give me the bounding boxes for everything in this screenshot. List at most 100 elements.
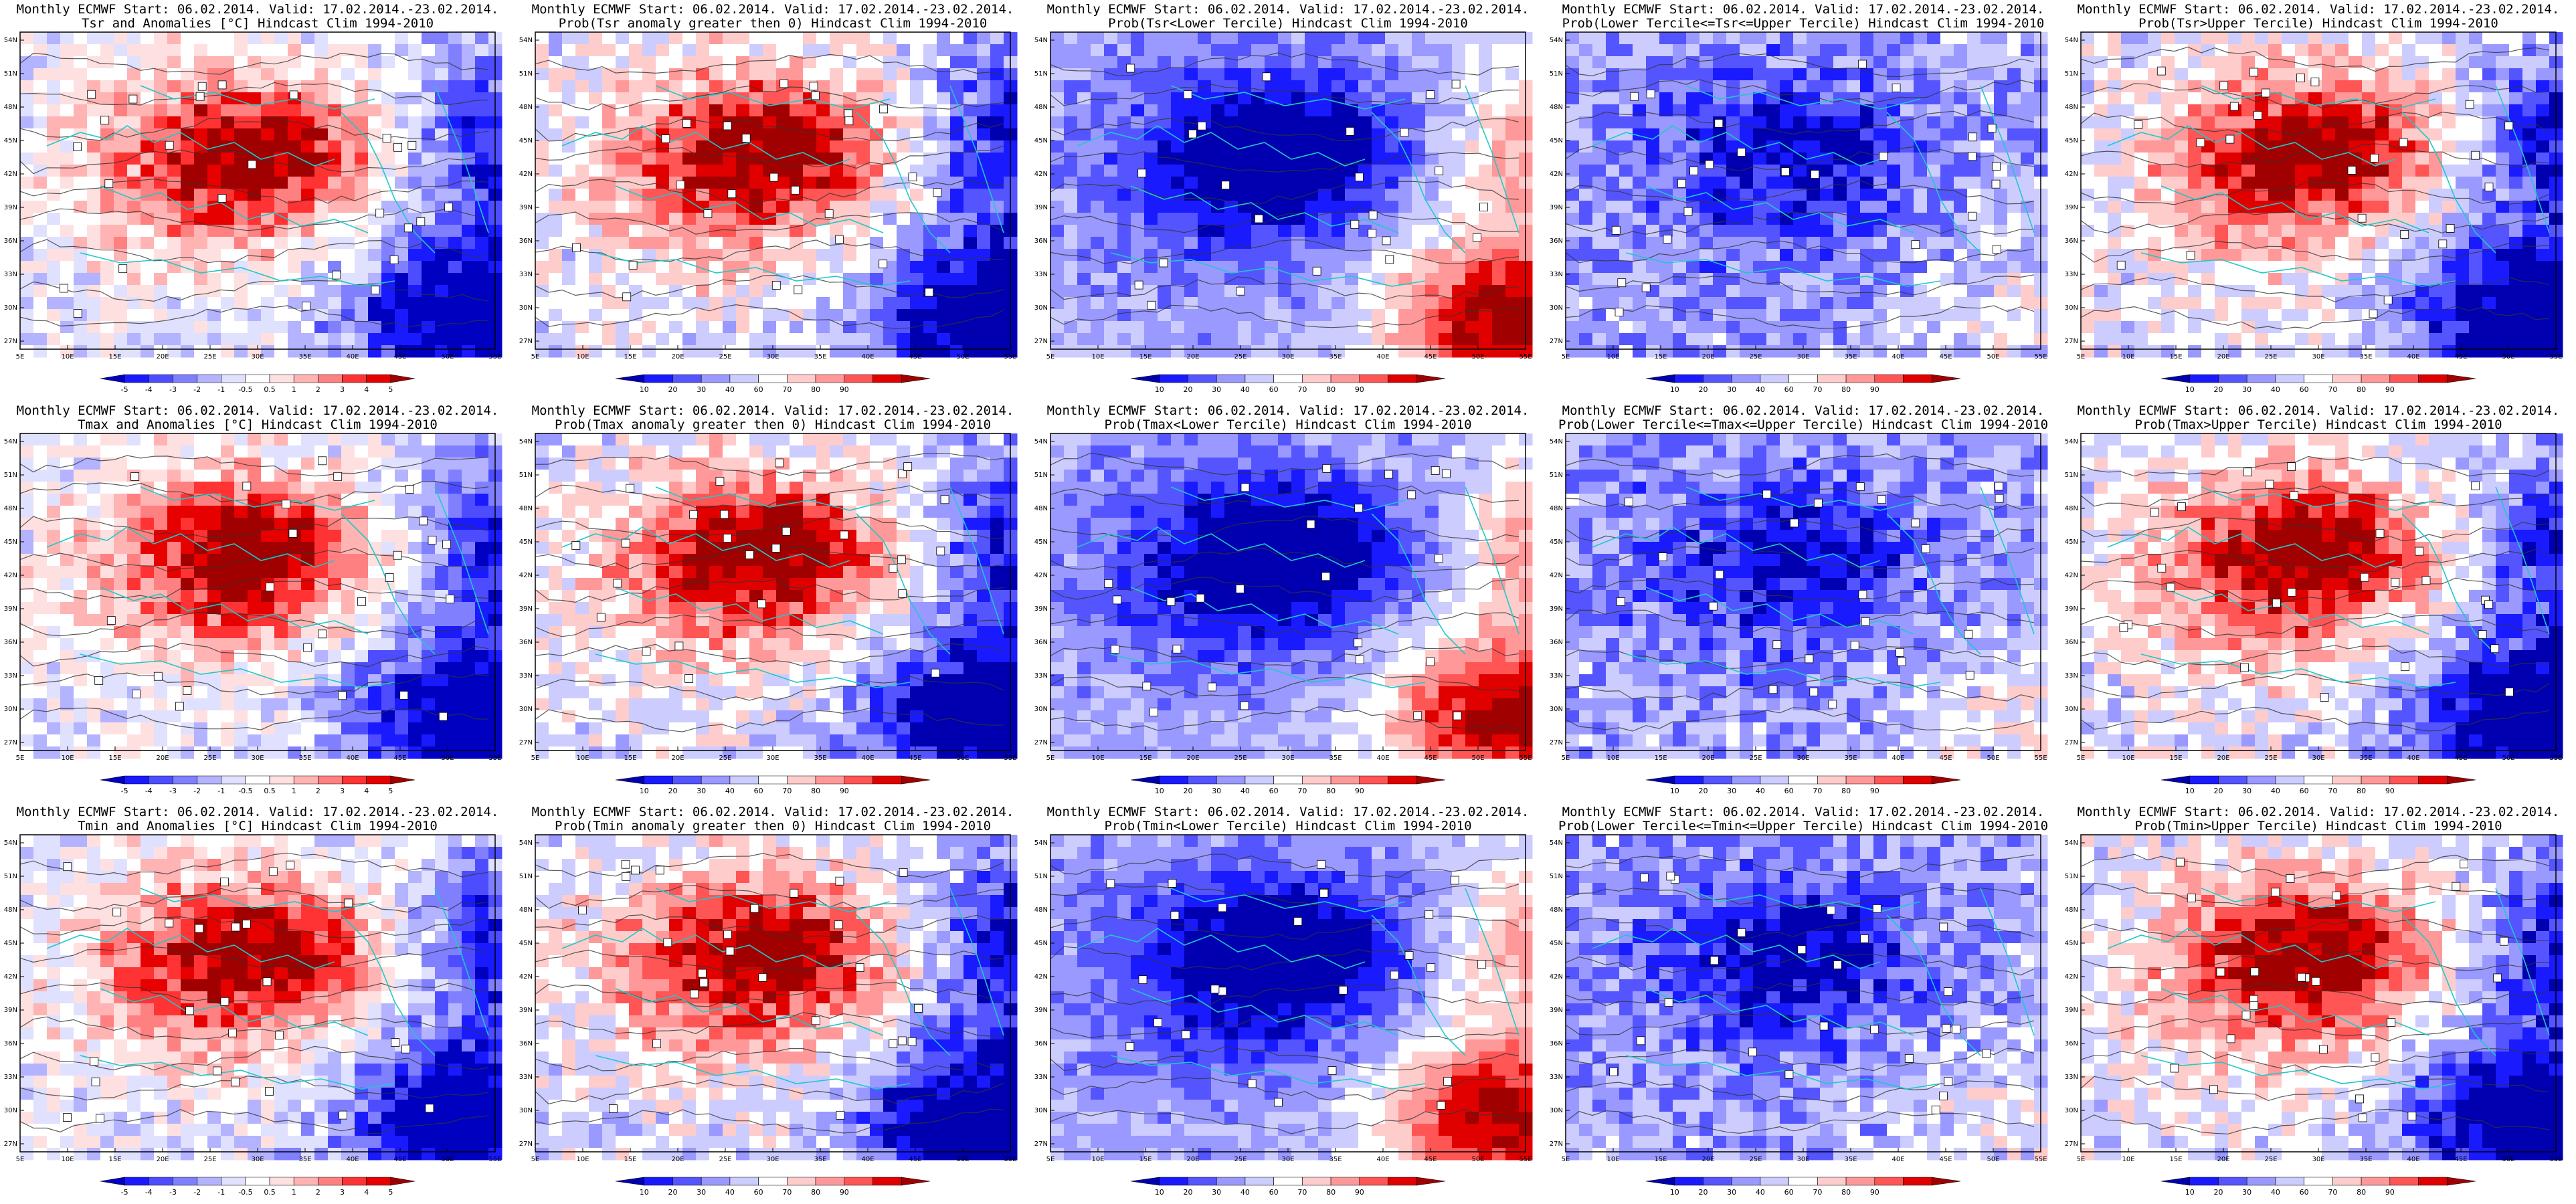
field-cell bbox=[1198, 189, 1212, 201]
field-cell bbox=[114, 309, 128, 322]
field-cell bbox=[709, 297, 723, 310]
field-cell bbox=[1412, 32, 1426, 45]
field-cell bbox=[1385, 140, 1399, 153]
field-cell bbox=[669, 153, 683, 165]
lat-tick-label: 51N bbox=[1550, 70, 1563, 78]
field-cell bbox=[1398, 213, 1412, 225]
field-cell bbox=[790, 213, 804, 225]
field-cell bbox=[381, 56, 395, 69]
lat-tick-label: 36N bbox=[519, 237, 533, 245]
field-cell bbox=[549, 56, 563, 69]
field-cell bbox=[1633, 140, 1647, 153]
field-cell bbox=[1050, 225, 1065, 237]
field-cell bbox=[2415, 153, 2429, 165]
field-cell bbox=[1238, 309, 1252, 322]
field-cell bbox=[1766, 189, 1780, 201]
field-cell bbox=[2108, 116, 2122, 129]
field-cell bbox=[2134, 44, 2148, 57]
field-cell bbox=[33, 68, 48, 81]
field-cell bbox=[2335, 128, 2349, 141]
field-cell bbox=[221, 261, 235, 274]
field-cell bbox=[1820, 345, 1834, 358]
field-cell bbox=[1873, 32, 1888, 45]
field-cell bbox=[2522, 44, 2537, 57]
field-cell bbox=[910, 68, 924, 81]
field-cell bbox=[2134, 56, 2148, 69]
field-cell bbox=[1713, 189, 1727, 201]
field-cell bbox=[1439, 128, 1453, 141]
field-cell bbox=[1278, 80, 1292, 93]
field-cell bbox=[141, 237, 155, 249]
field-cell bbox=[328, 261, 342, 274]
field-cell bbox=[2295, 249, 2309, 262]
field-cell bbox=[100, 201, 114, 213]
field-cell bbox=[1887, 249, 1901, 262]
field-cell bbox=[2215, 273, 2229, 286]
field-cell bbox=[314, 32, 329, 45]
field-cell bbox=[1873, 225, 1888, 237]
field-cell bbox=[1914, 297, 1928, 310]
field-cell bbox=[1077, 177, 1091, 189]
isoline bbox=[535, 239, 1004, 262]
field-cell bbox=[1579, 225, 1593, 237]
field-cell bbox=[1439, 32, 1453, 45]
field-cell bbox=[1171, 56, 1185, 69]
field-cell bbox=[2161, 153, 2175, 165]
field-cell bbox=[2402, 189, 2416, 201]
field-cell bbox=[535, 104, 549, 117]
field-cell bbox=[181, 32, 195, 45]
field-cell bbox=[937, 297, 951, 310]
field-cell bbox=[1807, 68, 1821, 81]
field-cell bbox=[1439, 189, 1453, 201]
field-cell bbox=[923, 201, 937, 213]
field-cell bbox=[261, 140, 275, 153]
field-cell bbox=[1780, 44, 1794, 57]
field-cell bbox=[2134, 201, 2148, 213]
field-cell bbox=[1291, 92, 1305, 105]
field-cell bbox=[830, 140, 844, 153]
field-cell bbox=[1050, 297, 1065, 310]
field-cell bbox=[1224, 345, 1238, 358]
field-cell bbox=[723, 32, 737, 45]
field-cell bbox=[1793, 201, 1807, 213]
field-cell bbox=[1833, 297, 1847, 310]
field-cell bbox=[47, 225, 61, 237]
field-cell bbox=[937, 104, 951, 117]
field-cell bbox=[589, 177, 603, 189]
field-cell bbox=[74, 213, 88, 225]
field-cell bbox=[1144, 225, 1158, 237]
field-cell bbox=[1833, 177, 1847, 189]
field-cell bbox=[1900, 213, 1914, 225]
field-cell bbox=[1278, 104, 1292, 117]
field-cell bbox=[843, 153, 857, 165]
field-cell bbox=[2007, 285, 2021, 298]
field-cell bbox=[2148, 32, 2162, 45]
field-cell bbox=[1940, 189, 1954, 201]
field-cell bbox=[1425, 321, 1439, 334]
field-cell bbox=[2121, 201, 2135, 213]
field-cell bbox=[2021, 153, 2035, 165]
coastline bbox=[1685, 85, 1921, 110]
field-cell bbox=[301, 68, 315, 81]
field-cell bbox=[2094, 44, 2108, 57]
field-cell bbox=[60, 261, 74, 274]
field-cell bbox=[1753, 333, 1767, 346]
field-cell bbox=[1358, 80, 1372, 93]
field-cell bbox=[656, 32, 670, 45]
field-cell bbox=[1050, 32, 1065, 45]
field-cell bbox=[736, 237, 750, 249]
field-cell bbox=[1318, 201, 1332, 213]
field-cell bbox=[696, 44, 710, 57]
field-cell bbox=[1385, 285, 1399, 298]
field-cell bbox=[816, 261, 830, 274]
field-cell bbox=[1104, 32, 1118, 45]
field-cell bbox=[1265, 153, 1279, 165]
field-cell bbox=[2268, 128, 2282, 141]
field-cell bbox=[2121, 68, 2135, 81]
field-cell bbox=[181, 321, 195, 334]
field-cell bbox=[2322, 237, 2336, 249]
field-cell bbox=[1981, 237, 1995, 249]
field-cell bbox=[1305, 321, 1319, 334]
field-cell bbox=[1927, 44, 1941, 57]
